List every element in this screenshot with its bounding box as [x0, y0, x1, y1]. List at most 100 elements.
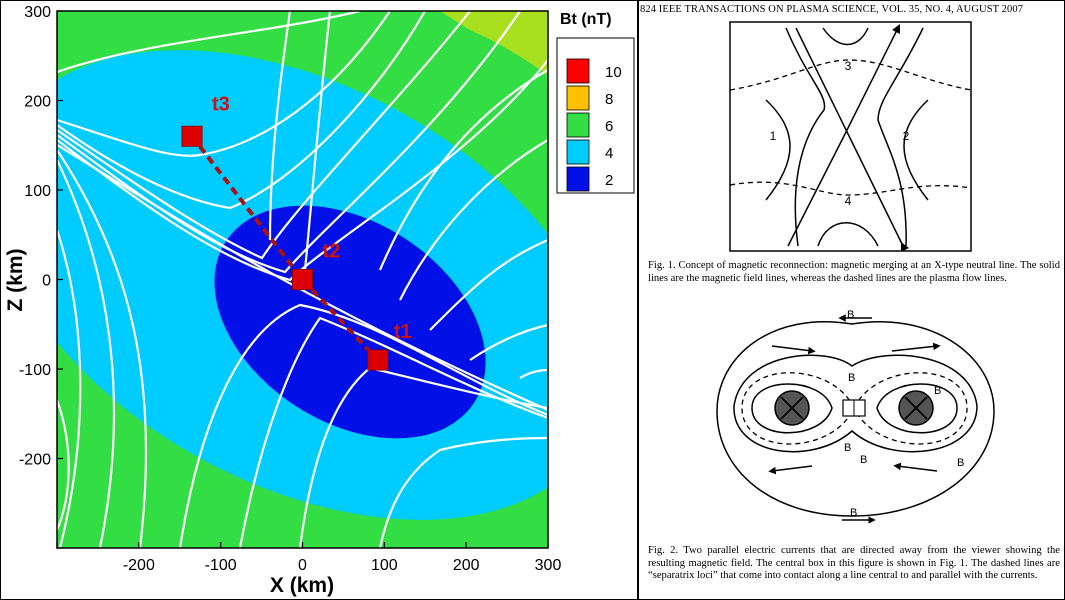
field-line	[519, 368, 548, 379]
field-line	[57, 11, 426, 210]
fig2-field-label: B	[850, 507, 857, 519]
fig1-region-label: 2	[903, 129, 910, 143]
legend-label: 8	[605, 91, 613, 108]
fig1-field-line	[765, 99, 791, 201]
fig2-field-line	[876, 383, 958, 434]
x-tick-label: 300	[535, 557, 562, 574]
y-tick-label: 0	[42, 273, 51, 290]
y-tick-label: 100	[24, 183, 51, 200]
magnetic-field-plot: -200 -100 0 100 200 300 300 200 100 0 -100 -200 t3…	[4, 4, 635, 597]
panel-divider	[637, 0, 639, 600]
fig1-flow-line	[729, 59, 972, 91]
legend-swatch	[566, 58, 590, 84]
field-line	[469, 323, 548, 361]
fig1-frame	[729, 21, 972, 252]
marker-t1	[367, 349, 389, 371]
marker-label-t3: t3	[212, 93, 230, 115]
fig2-field-label: B	[860, 454, 867, 466]
legend-swatch	[566, 85, 590, 111]
field-line	[268, 11, 292, 241]
journal-page: 824 IEEE TRANSACTIONS ON PLASMA SCIENCE,…	[640, 0, 1064, 600]
fig2-field-label: B	[847, 309, 854, 321]
fig1-region-label: 1	[770, 129, 777, 143]
marker-label-t1: t1	[394, 321, 412, 343]
fig1-caption: Fig. 1. Concept of magnetic reconnection…	[648, 260, 1060, 284]
field-line	[429, 238, 548, 331]
fig2-current-field-diagram: B B B B B B B	[716, 309, 995, 524]
fig1-field-line	[795, 27, 910, 253]
field-line	[57, 11, 391, 157]
fig2-field-line	[751, 383, 833, 434]
legend-entries: 10 8 6 4 2	[566, 58, 622, 192]
x-tick-label: 200	[453, 557, 480, 574]
fig2-separatrix	[853, 372, 968, 445]
field-line	[378, 69, 548, 271]
contour-fill	[57, 11, 548, 548]
x-tick-label: 0	[298, 557, 307, 574]
x-tick-label: -100	[205, 557, 237, 574]
fig2-caption: Fig. 2. Two parallel electric currents t…	[648, 545, 1060, 582]
legend-swatch	[566, 112, 590, 138]
legend-label: 4	[605, 145, 613, 162]
field-line	[303, 11, 332, 271]
y-tick-label: 200	[24, 94, 51, 111]
field-line	[178, 303, 548, 548]
field-line	[57, 11, 361, 74]
field-line	[399, 139, 548, 301]
fig1-field-line	[785, 27, 826, 247]
marker-t3	[181, 125, 203, 147]
fig1-field-line	[822, 27, 869, 46]
x-axis-label: X (km)	[270, 574, 334, 597]
fig2-field-label: B	[934, 385, 941, 397]
y-tick-label: -200	[19, 452, 51, 469]
fig2-current-left-cross	[780, 396, 804, 420]
spacecraft-trajectory	[190, 135, 380, 362]
fig1-field-line	[817, 222, 879, 247]
legend-title: Bt (nT)	[560, 11, 612, 28]
running-head: 824 IEEE TRANSACTIONS ON PLASMA SCIENCE,…	[640, 4, 1024, 15]
observation-markers: t3 t2 t1	[181, 93, 412, 371]
field-line	[378, 436, 548, 548]
fig1-field-line	[787, 23, 901, 247]
fig1-flow-line	[729, 181, 972, 196]
field-lines	[57, 11, 548, 548]
field-line	[57, 11, 471, 260]
field-line	[57, 144, 548, 412]
fig2-field-label: B	[957, 457, 964, 469]
x-tick-label: 100	[371, 557, 398, 574]
x-tick-labels: -200 -100 0 100 200 300	[123, 557, 562, 574]
fig1-region-label: 3	[845, 59, 852, 73]
field-line	[57, 229, 82, 548]
legend-label: 6	[605, 118, 613, 135]
y-tick-labels: 300 200 100 0 -100 -200	[19, 4, 51, 469]
marker-t2	[292, 269, 313, 290]
fig1-field-line	[877, 27, 924, 247]
plot-canvas: -200 -100 0 100 200 300 300 200 100 0 -100 -200 t3…	[4, 4, 635, 597]
fig2-direction-arrow	[891, 342, 941, 352]
field-line	[57, 59, 548, 282]
fig2-outer-field-line	[716, 321, 995, 517]
field-line	[238, 316, 548, 548]
legend-swatch	[566, 139, 590, 165]
contour-8nT-corner	[440, 11, 548, 75]
fig2-separatrix	[741, 372, 855, 445]
x-tick-label: -200	[123, 557, 155, 574]
fig2-direction-arrow	[893, 462, 938, 472]
fig2-field-label: B	[848, 372, 855, 384]
field-line	[57, 399, 70, 531]
fig2-field-line	[733, 354, 978, 453]
fig2-direction-arrow	[771, 345, 816, 355]
y-axis-label: Z (km)	[4, 249, 27, 312]
field-line	[57, 159, 116, 548]
marker-label-t2: t2	[323, 241, 341, 263]
legend-swatch	[566, 166, 590, 192]
y-tick-label: 300	[24, 4, 51, 21]
y-tick-label: -100	[19, 362, 51, 379]
fig2-current-right-cross	[904, 396, 928, 420]
field-line	[57, 149, 148, 548]
fig2-direction-arrow	[768, 465, 813, 475]
field-line	[57, 11, 521, 274]
legend-label: 2	[605, 172, 613, 189]
fig1-region-label: 4	[845, 194, 852, 208]
fig2-field-label: B	[844, 442, 851, 454]
